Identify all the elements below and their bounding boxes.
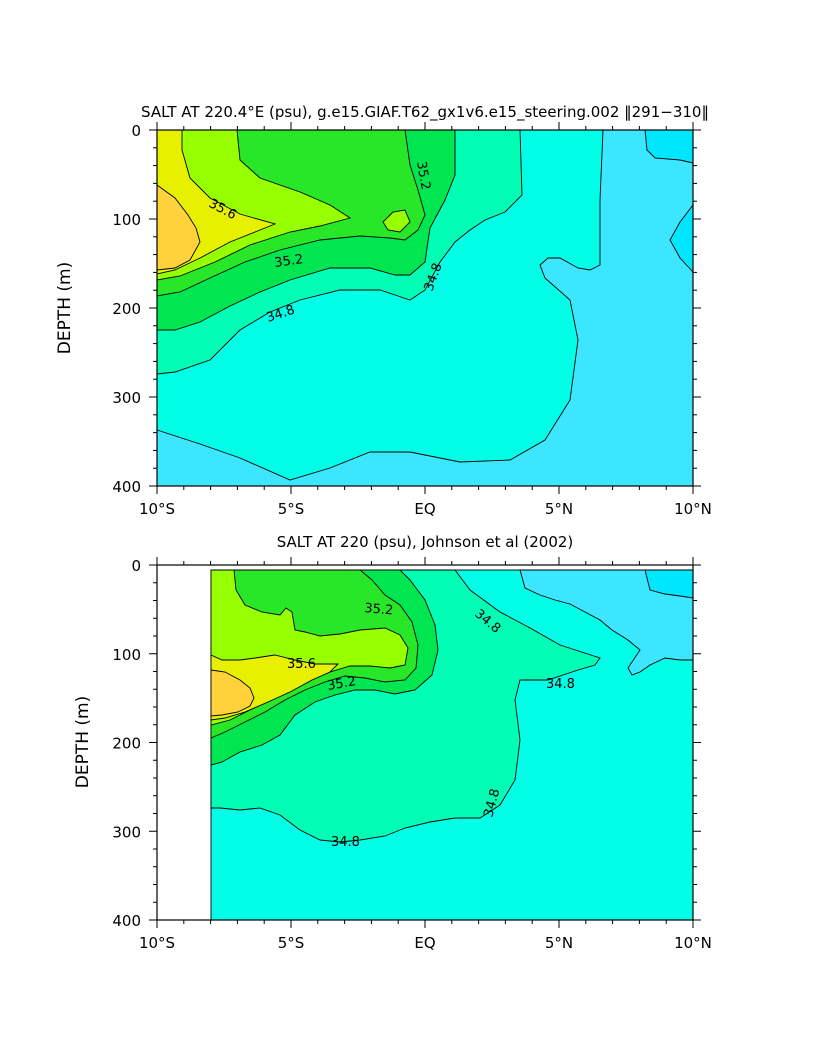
x-tick-label: 5°S <box>278 500 305 518</box>
x-tick-label: EQ <box>414 934 435 952</box>
top-axis-ticks: 10°S 5°S EQ 5°N 10°N 0 100 200 300 400 <box>112 122 712 518</box>
top-panel: SALT AT 220.4°E (psu), g.e15.GIAF.T62_gx… <box>55 103 712 518</box>
y-tick-label: 100 <box>112 646 141 664</box>
bottom-contour-label: 35.6 <box>287 657 316 672</box>
x-tick-label: 10°N <box>674 934 712 952</box>
x-tick-label: 5°N <box>545 500 573 518</box>
bottom-axis-ticks: 10°S 5°S EQ 5°N 10°N 0 100 200 300 400 <box>112 557 712 952</box>
top-y-axis-label: DEPTH (m) <box>55 262 75 354</box>
bottom-panel-title: SALT AT 220 (psu), Johnson et al (2002) <box>277 533 574 551</box>
y-tick-label: 200 <box>112 300 141 318</box>
x-tick-label: 5°S <box>278 934 305 952</box>
bottom-contour-label: 35.2 <box>364 601 394 618</box>
bottom-contour-label: 34.8 <box>331 835 360 850</box>
y-tick-label: 400 <box>112 912 141 930</box>
top-region-deep-low <box>156 129 694 487</box>
y-tick-label: 100 <box>112 211 141 229</box>
bottom-contour-label: 34.8 <box>546 677 575 692</box>
x-tick-label: 5°N <box>545 934 573 952</box>
bottom-y-axis-label: DEPTH (m) <box>73 696 93 788</box>
x-tick-label: 10°S <box>139 934 175 952</box>
x-tick-label: 10°S <box>139 500 175 518</box>
top-contour-label: 35.2 <box>413 160 433 191</box>
y-tick-label: 0 <box>131 122 141 140</box>
bottom-contour-label: 35.2 <box>326 674 357 694</box>
top-contour-fill <box>156 129 694 487</box>
bottom-region-34-4-topright <box>519 569 694 676</box>
top-panel-title: SALT AT 220.4°E (psu), g.e15.GIAF.T62_gx… <box>141 103 709 122</box>
x-tick-label: 10°N <box>674 500 712 518</box>
y-tick-label: 300 <box>112 389 141 407</box>
bottom-panel: SALT AT 220 (psu), Johnson et al (2002) … <box>73 533 712 952</box>
bottom-region-35-8 <box>210 669 255 717</box>
y-tick-label: 400 <box>112 478 141 496</box>
top-contour-label: 35.2 <box>273 252 304 271</box>
y-tick-label: 200 <box>112 735 141 753</box>
top-region-35-8 <box>156 184 201 271</box>
bottom-contour-fill <box>210 569 694 921</box>
bottom-contour-label: 34.8 <box>481 787 503 819</box>
y-tick-label: 300 <box>112 823 141 841</box>
top-region-35-4-blob <box>382 209 411 233</box>
x-tick-label: EQ <box>414 500 435 518</box>
y-tick-label: 0 <box>131 557 141 575</box>
